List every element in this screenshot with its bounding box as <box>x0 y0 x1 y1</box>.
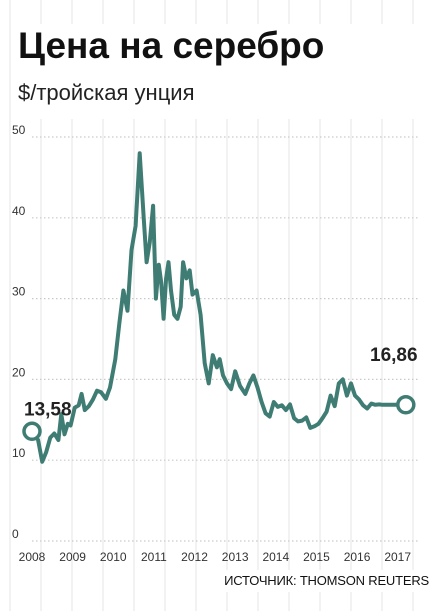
x-tick-label: 2017 <box>384 550 411 564</box>
y-tick-label: 10 <box>12 446 26 460</box>
y-tick-label: 0 <box>12 527 19 541</box>
chart-subtitle: $/тройская унция <box>18 80 195 105</box>
chart-annotations: 13,58 16,86 <box>22 345 418 442</box>
y-tick-label: 30 <box>12 285 26 299</box>
start-marker <box>22 421 42 442</box>
source-label: ИСТОЧНИК: THOMSON REUTERS <box>224 573 429 588</box>
x-tick-label: 2012 <box>181 550 208 564</box>
title-block: Цена на серебро $/тройская унция <box>18 24 418 119</box>
chart-title: Цена на серебро <box>18 25 325 66</box>
series-line <box>30 151 408 464</box>
y-tick-label: 40 <box>12 204 26 218</box>
y-tick-label: 50 <box>12 123 26 137</box>
grid-lines <box>32 136 418 542</box>
x-tick-label: 2016 <box>344 550 371 564</box>
x-tick-label: 2013 <box>222 550 249 564</box>
x-tick-label: 2008 <box>19 550 46 564</box>
x-tick-label: 2015 <box>303 550 330 564</box>
end-value-label: 16,86 <box>370 345 418 366</box>
start-value-label: 13,58 <box>24 399 72 420</box>
y-tick-label: 20 <box>12 365 26 379</box>
x-tick-label: 2014 <box>262 550 289 564</box>
x-tick-label: 2011 <box>141 550 167 564</box>
y-axis-ticks: 0 10 20 30 40 50 <box>12 123 26 541</box>
x-tick-label: 2009 <box>59 550 86 564</box>
source-box: ИСТОЧНИК: THOMSON REUTERS <box>205 570 433 592</box>
x-tick-label: 2010 <box>100 550 127 564</box>
end-marker <box>396 395 416 415</box>
price-series <box>30 151 408 464</box>
x-axis-ticks: 2008 2009 2010 2011 2012 2013 2014 2015 2016 2017 <box>19 550 412 564</box>
